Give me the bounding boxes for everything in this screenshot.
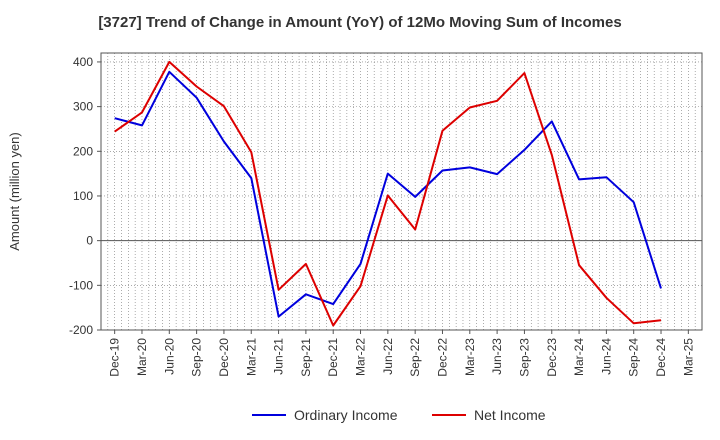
x-tick-label: Sep-24	[627, 338, 641, 377]
series-layer	[114, 60, 662, 327]
y-axis-ticks: -200 -100 0 100 200 300 400	[69, 55, 101, 337]
x-tick-label: Sep-21	[299, 338, 313, 377]
x-tick-label: Dec-23	[545, 338, 559, 377]
x-tick-label: Dec-24	[654, 338, 668, 377]
x-tick-label: Mar-20	[135, 338, 149, 376]
x-tick-label: Mar-23	[463, 338, 477, 376]
y-tick-label: -100	[69, 278, 93, 292]
x-tick-label: Dec-22	[435, 338, 449, 377]
x-tick-label: Jun-20	[162, 338, 176, 375]
chart-title: [3727] Trend of Change in Amount (YoY) o…	[98, 14, 622, 31]
x-tick-label: Mar-25	[681, 338, 695, 376]
x-tick-label: Mar-21	[244, 338, 258, 376]
x-tick-label: Dec-21	[326, 338, 340, 377]
x-tick-label: Dec-20	[217, 338, 231, 377]
y-tick-label: 200	[73, 144, 93, 158]
y-tick-label: 100	[73, 189, 93, 203]
series-line-net-income	[114, 60, 662, 327]
x-tick-label: Jun-23	[490, 338, 504, 375]
x-tick-label: Jun-21	[272, 338, 286, 375]
x-tick-label: Sep-23	[517, 338, 531, 377]
series-line-ordinary-income	[114, 70, 662, 318]
x-axis-ticks: Dec-19 Mar-20 Jun-20 Sep-20 Dec-20 Mar-21 Jun-…	[108, 330, 695, 377]
legend-label-ordinary-income: Ordinary Income	[294, 407, 398, 423]
plot-area	[100, 52, 703, 331]
x-tick-label: Sep-22	[408, 338, 422, 377]
y-tick-label: 400	[73, 55, 93, 69]
x-tick-label: Sep-20	[190, 338, 204, 377]
grid-layer	[101, 53, 702, 331]
y-tick-label: 300	[73, 100, 93, 114]
x-tick-label: Dec-19	[108, 338, 122, 377]
y-tick-label: 0	[86, 234, 93, 248]
x-tick-label: Mar-24	[572, 338, 586, 376]
x-tick-label: Jun-24	[599, 338, 613, 375]
y-tick-label: -200	[69, 323, 93, 337]
x-tick-label: Mar-22	[354, 338, 368, 376]
y-axis-label: Amount (million yen)	[7, 132, 22, 251]
legend: Ordinary Income Net Income	[252, 407, 546, 423]
legend-label-net-income: Net Income	[474, 407, 546, 423]
x-tick-label: Jun-22	[381, 338, 395, 375]
